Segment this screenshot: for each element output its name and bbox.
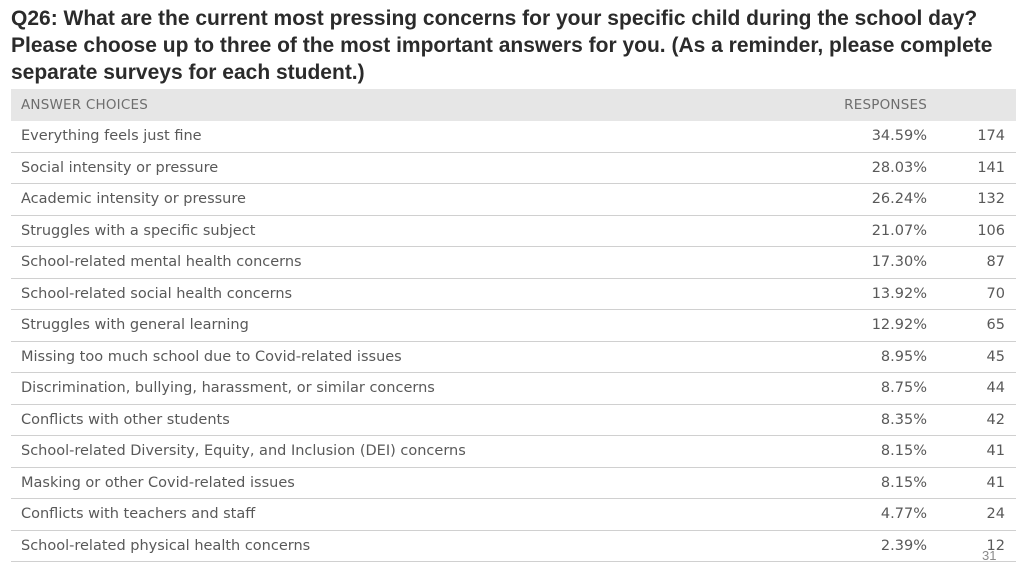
answer-choice-label: School-related Diversity, Equity, and In… xyxy=(21,443,466,460)
table-body: Everything feels just fine 34.59% 174 Socia… xyxy=(11,121,1016,562)
table-row: Struggles with general learning 12.92% 65 xyxy=(11,310,1016,342)
response-count: 87 xyxy=(986,254,1005,271)
response-percentage: 8.35% xyxy=(880,411,927,428)
table-header-row: ANSWER CHOICES RESPONSES xyxy=(11,89,1016,121)
table-row: Struggles with a specific subject 21.07% 1… xyxy=(11,216,1016,247)
answer-choice-label: Conflicts with other students xyxy=(21,411,230,428)
answer-choice-label: Struggles with general learning xyxy=(21,317,249,334)
table-row: School-related mental health concerns 17.… xyxy=(11,247,1016,279)
table-row: Conflicts with teachers and staff 4.77% 24 xyxy=(11,499,1016,531)
answer-choice-label: School-related physical health concerns xyxy=(21,537,311,554)
table-row: Missing too much school due to Covid-rel… xyxy=(11,342,1016,373)
response-percentage: 12.92% xyxy=(871,317,927,334)
answer-choice-label: Missing too much school due to Covid-rel… xyxy=(21,348,402,365)
question-title: Q26: What are the current most pressing … xyxy=(11,7,993,84)
header-responses: RESPONSES xyxy=(844,97,927,113)
answer-choice-label: School-related social health concerns xyxy=(21,285,293,302)
response-count: 132 xyxy=(977,191,1005,208)
response-count: 24 xyxy=(986,506,1005,523)
response-percentage: 26.24% xyxy=(871,191,927,208)
response-percentage: 34.59% xyxy=(871,128,927,145)
response-percentage: 13.92% xyxy=(871,285,927,302)
response-percentage: 8.75% xyxy=(880,380,927,397)
response-percentage: 8.15% xyxy=(880,443,927,460)
response-count: 65 xyxy=(986,317,1005,334)
response-count: 12 xyxy=(986,537,1005,554)
table-row: Masking or other Covid-related issues 8.1… xyxy=(11,468,1016,499)
answer-choice-label: Academic intensity or pressure xyxy=(21,191,246,208)
response-count: 41 xyxy=(986,443,1005,460)
response-percentage: 17.30% xyxy=(871,254,927,271)
answer-choice-label: Everything feels just fine xyxy=(21,128,202,145)
answer-choice-label: Masking or other Covid-related issues xyxy=(21,474,295,491)
response-percentage: 8.95% xyxy=(880,348,927,365)
response-percentage: 2.39% xyxy=(880,537,927,554)
response-count: 174 xyxy=(977,128,1005,145)
responses-table: ANSWER CHOICES RESPONSES Everything feel… xyxy=(11,89,1016,562)
response-count: 41 xyxy=(986,474,1005,491)
table-row: Discrimination, bullying, harassment, or… xyxy=(11,373,1016,405)
table-row: School-related social health concerns 13.… xyxy=(11,279,1016,310)
response-count: 106 xyxy=(977,222,1005,239)
answer-choice-label: Struggles with a specific subject xyxy=(21,222,256,239)
answer-choice-label: Conflicts with teachers and staff xyxy=(21,506,256,523)
header-answer-choices: ANSWER CHOICES xyxy=(21,97,148,113)
answer-choice-label: Social intensity or pressure xyxy=(21,159,219,176)
answer-choice-label: School-related mental health concerns xyxy=(21,254,302,271)
table-row: Everything feels just fine 34.59% 174 xyxy=(11,121,1016,153)
answer-choice-label: Discrimination, bullying, harassment, or… xyxy=(21,380,435,397)
table-row: Social intensity or pressure 28.03% 141 xyxy=(11,153,1016,184)
table-row: Conflicts with other students 8.35% 42 xyxy=(11,405,1016,436)
response-count: 42 xyxy=(986,411,1005,428)
table-row: School-related Diversity, Equity, and In… xyxy=(11,436,1016,468)
response-percentage: 4.77% xyxy=(880,506,927,523)
response-count: 44 xyxy=(986,380,1005,397)
response-percentage: 8.15% xyxy=(880,474,927,491)
response-count: 70 xyxy=(986,285,1005,302)
response-percentage: 21.07% xyxy=(871,222,927,239)
table-row: School-related physical health concerns 2… xyxy=(11,531,1016,562)
response-count: 141 xyxy=(977,159,1005,176)
table-row: Academic intensity or pressure 26.24% 132 xyxy=(11,184,1016,216)
response-count: 45 xyxy=(986,348,1005,365)
page-number: 31 xyxy=(982,548,997,563)
response-percentage: 28.03% xyxy=(871,159,927,176)
